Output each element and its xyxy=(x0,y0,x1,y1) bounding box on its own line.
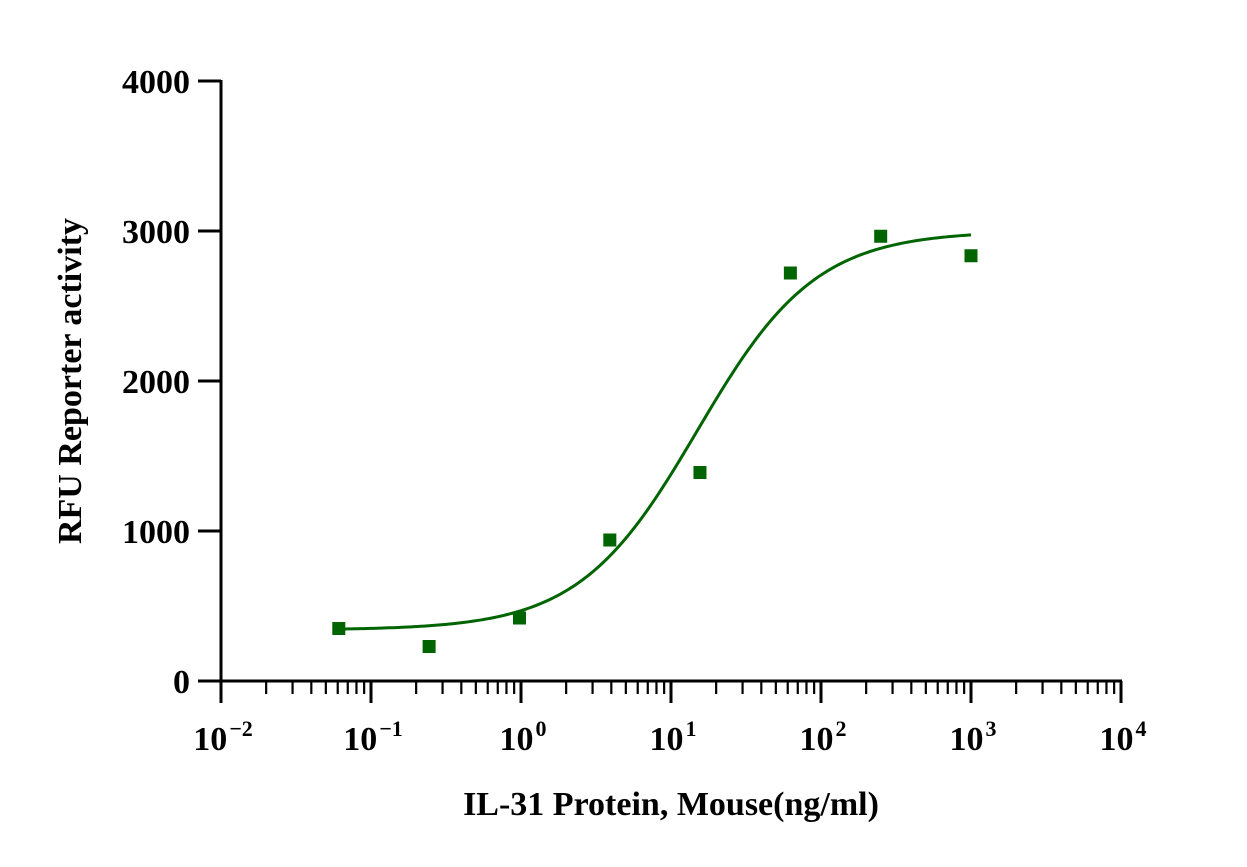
x-tick-exponent: 3 xyxy=(986,716,997,741)
x-tick-base: 10 xyxy=(500,721,534,758)
x-tick-exponent: 0 xyxy=(536,716,547,741)
x-tick-base: 10 xyxy=(800,721,834,758)
x-tick-exponent: 1 xyxy=(686,716,697,741)
x-axis-title: IL-31 Protein, Mouse(ng/ml) xyxy=(463,786,879,823)
x-tick-label: 10−2 xyxy=(193,716,253,758)
data-point xyxy=(874,229,888,243)
fit-curve xyxy=(338,233,972,631)
x-tick-base: 10 xyxy=(343,721,377,758)
y-tick-label: 3000 xyxy=(122,214,190,251)
data-point xyxy=(512,611,526,625)
x-tick-exponent: 2 xyxy=(836,716,847,741)
x-tick-label: 102 xyxy=(800,716,847,758)
x-tick-label: 101 xyxy=(650,716,697,758)
axes xyxy=(219,80,1122,683)
x-tick-label: 100 xyxy=(500,716,547,758)
x-ticks: 10−2 10−1 100 101 102 103 104 xyxy=(193,681,1147,758)
x-tick-base: 10 xyxy=(193,721,227,758)
x-tick-base: 10 xyxy=(1100,721,1134,758)
y-ticks: 0 1000 2000 3000 4000 xyxy=(122,64,221,701)
data-point xyxy=(693,466,707,479)
x-tick-exponent: −2 xyxy=(229,716,253,741)
y-axis-title: RFU Reporter activity xyxy=(52,218,89,544)
x-tick-exponent: −1 xyxy=(379,716,403,741)
x-tick-label: 104 xyxy=(1100,716,1147,758)
data-point xyxy=(422,640,436,653)
data-point xyxy=(783,266,797,280)
x-tick-label: 10−1 xyxy=(343,716,403,758)
data-points xyxy=(332,229,978,653)
x-tick-label: 103 xyxy=(950,716,997,758)
y-tick-label: 0 xyxy=(173,664,190,701)
data-point xyxy=(603,533,617,547)
y-tick-label: 1000 xyxy=(122,514,190,551)
data-point xyxy=(964,249,978,263)
y-tick-label: 2000 xyxy=(122,364,190,401)
x-tick-base: 10 xyxy=(950,721,984,758)
x-tick-exponent: 4 xyxy=(1136,716,1147,741)
y-tick-label: 4000 xyxy=(122,64,190,101)
x-tick-base: 10 xyxy=(650,721,684,758)
data-point xyxy=(332,622,346,635)
